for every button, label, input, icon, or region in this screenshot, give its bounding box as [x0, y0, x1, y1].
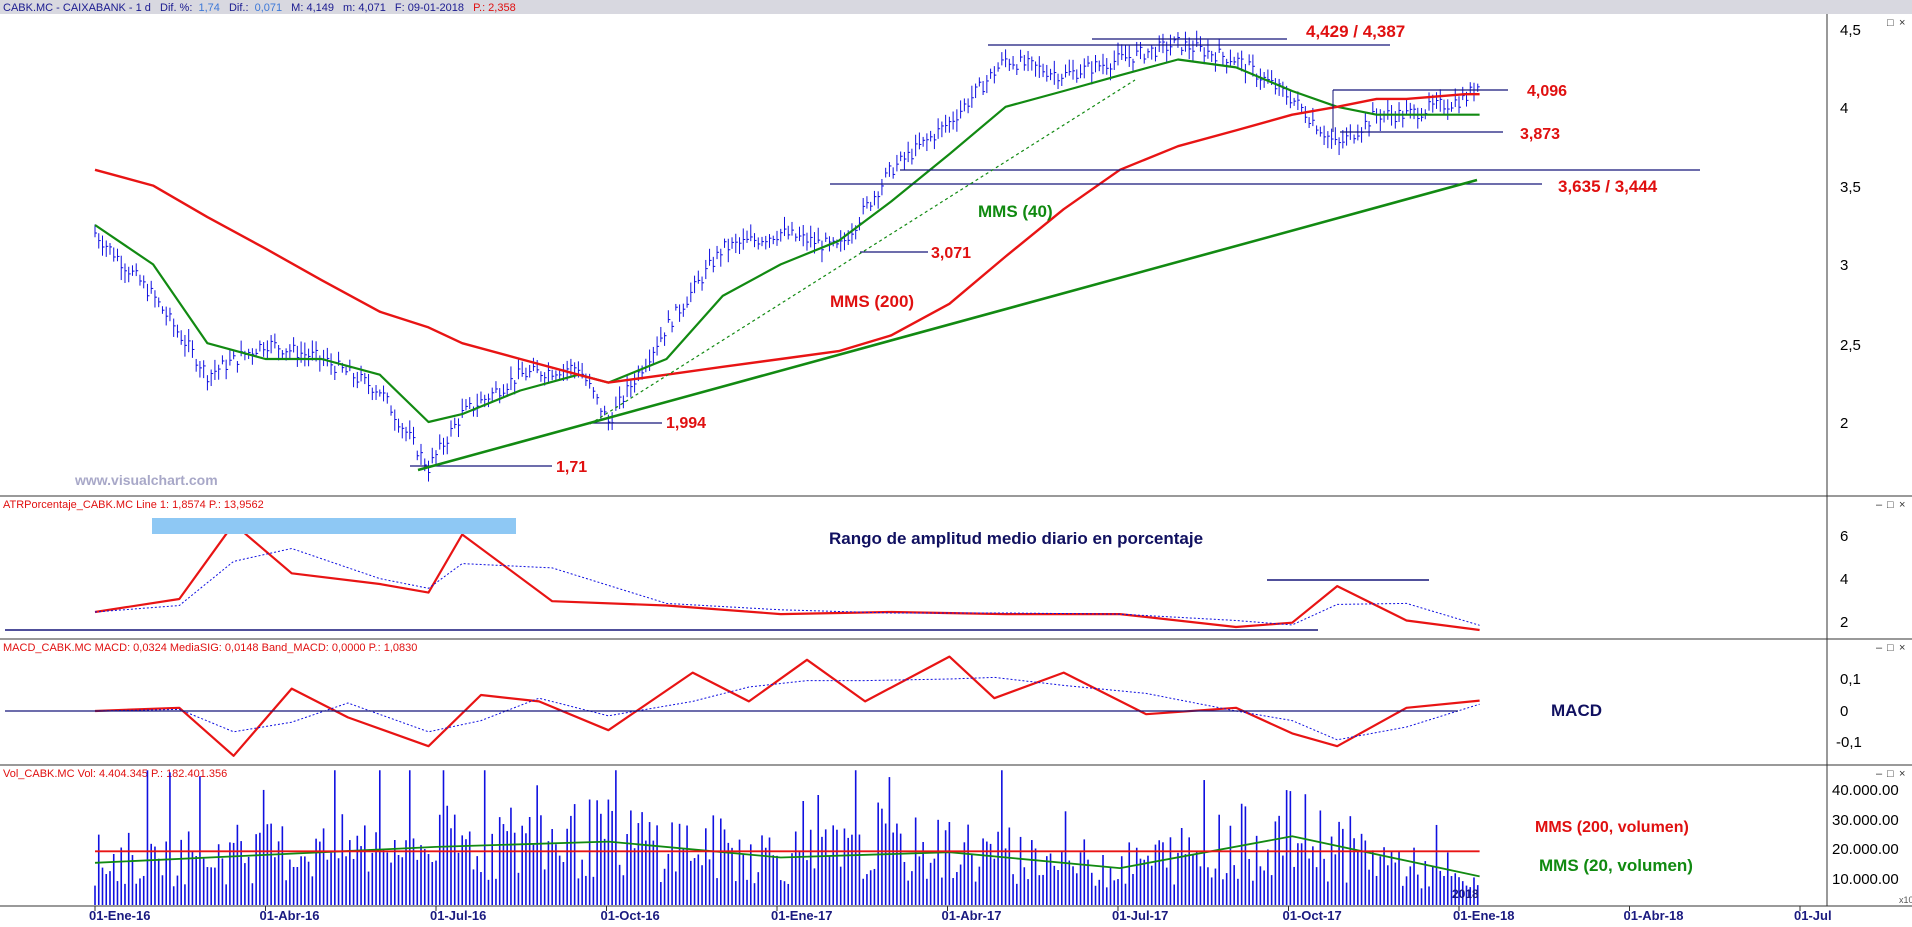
macd-tick-label: -0,1 — [1836, 734, 1862, 751]
header-symbol: CABK.MC - CAIXABANK - 1 d — [3, 2, 151, 14]
price-tick-label: 3,5 — [1840, 179, 1861, 196]
date-tick-label: 01-Oct-16 — [601, 908, 660, 922]
date-tick-label: 01-Ene-16 — [89, 908, 150, 922]
mms40-line — [94, 58, 1480, 424]
annotation-range-bottom: 3,873 — [1520, 126, 1560, 143]
macd-panel-title: MACD_CABK.MC MACD: 0,0324 MediaSIG: 0,01… — [3, 642, 417, 654]
annotation-mms200: MMS (200) — [830, 292, 914, 311]
restore-icon[interactable]: □ — [1887, 642, 1894, 654]
restore-icon[interactable]: □ — [1887, 768, 1894, 780]
price-annotations — [410, 38, 1700, 467]
price-panel-buttons: □ × — [1887, 17, 1905, 29]
header-dif-label: Dif.: — [229, 2, 249, 14]
date-tick-label: 01-Abr-18 — [1624, 908, 1684, 922]
price-tick-label: 3 — [1840, 257, 1848, 274]
close-icon[interactable]: × — [1899, 642, 1905, 654]
date-tick-label: 01-Abr-16 — [260, 908, 320, 922]
restore-icon[interactable]: □ — [1887, 17, 1894, 29]
volume-y-axis: 40.000.00 30.000.00 20.000.00 10.000.00 — [1832, 782, 1899, 888]
date-tick-label: 01-Jul-17 — [1112, 908, 1168, 922]
price-tick-label: 2 — [1840, 415, 1848, 432]
header-max: M: 4,149 — [291, 2, 334, 14]
atr-highlight-zone — [152, 518, 516, 534]
macd-line — [94, 655, 1480, 757]
volume-bars — [94, 770, 1479, 905]
restore-icon[interactable]: □ — [1887, 499, 1894, 511]
date-tick-label: 01-Ene-18 — [1453, 908, 1514, 922]
macd-y-axis: 0,1 0 -0,1 — [1836, 671, 1862, 751]
annotation-171: 1,71 — [556, 459, 587, 476]
price-tick-label: 4,5 — [1840, 22, 1861, 39]
atr-y-axis: 6 4 2 — [1840, 528, 1848, 631]
header-dif-value: 0,071 — [255, 2, 283, 14]
atr-panel-title: ATRPorcentaje_CABK.MC Line 1: 1,8574 P.:… — [3, 499, 264, 511]
volume-panel-buttons: – □ × — [1876, 768, 1905, 780]
header-min: m: 4,071 — [343, 2, 386, 14]
indicator-lines — [94, 58, 1480, 878]
macd-signal-line — [94, 676, 1480, 741]
atr-caption: Rango de amplitud medio diario en porcen… — [829, 529, 1203, 548]
macd-tick-label: 0,1 — [1840, 671, 1861, 688]
annotation-mms40: MMS (40) — [978, 202, 1053, 221]
volume-tick-label: 40.000.00 — [1832, 782, 1899, 799]
close-icon[interactable]: × — [1899, 17, 1905, 29]
long-trendline — [417, 178, 1478, 472]
annotation-range-top: 4,096 — [1527, 83, 1567, 100]
price-tick-label: 2,5 — [1840, 337, 1861, 354]
date-tick-label: 01-Jul-16 — [430, 908, 486, 922]
header-dif-pct-value: 1,74 — [198, 2, 219, 14]
date-tick-label: 01-Abr-17 — [942, 908, 1002, 922]
atr-tick-label: 4 — [1840, 571, 1848, 588]
price-tick-label: 4 — [1840, 100, 1848, 117]
header-bar — [0, 0, 1912, 14]
date-axis-partial-label: 2018 — [1452, 887, 1479, 901]
macd-caption: MACD — [1551, 701, 1602, 720]
price-y-axis: 4,5 4 3,5 3 2,5 2 — [1840, 22, 1861, 432]
atr-line — [94, 522, 1480, 632]
minimize-icon[interactable]: – — [1876, 642, 1883, 654]
volume-panel-title: Vol_CABK.MC Vol: 4.404.345 P.: 182.401.3… — [3, 768, 227, 780]
atr-signal-line — [94, 548, 1480, 626]
atr-tick-label: 6 — [1840, 528, 1848, 545]
header-price: P.: 2,358 — [473, 2, 516, 14]
close-icon[interactable]: × — [1899, 499, 1905, 511]
minimize-icon[interactable]: – — [1876, 768, 1883, 780]
volume-tick-label: 10.000.00 — [1832, 871, 1899, 888]
date-tick-label: 01-Ene-17 — [771, 908, 832, 922]
annotation-top-resistance: 4,429 / 4,387 — [1306, 22, 1405, 41]
atr-tick-label: 2 — [1840, 614, 1848, 631]
close-icon[interactable]: × — [1899, 768, 1905, 780]
annotation-support-zone: 3,635 / 3,444 — [1558, 177, 1658, 196]
date-tick-label: 01-Oct-17 — [1283, 908, 1342, 922]
date-axis-corner-label: x10 — [1899, 895, 1912, 905]
atr-panel-buttons: – □ × — [1876, 499, 1905, 511]
macd-panel-buttons: – □ × — [1876, 642, 1905, 654]
header-dif-pct-label: Dif. %: — [160, 2, 192, 14]
annotation-3071: 3,071 — [931, 245, 971, 262]
volume-tick-label: 30.000.00 — [1832, 812, 1899, 829]
annotation-1994: 1,994 — [666, 415, 706, 432]
volume-caption-mms200: MMS (200, volumen) — [1535, 819, 1689, 836]
minimize-icon[interactable]: – — [1876, 499, 1883, 511]
volume-tick-label: 20.000.00 — [1832, 841, 1899, 858]
volume-mms20-line — [94, 835, 1480, 878]
mms200-line — [94, 92, 1480, 384]
date-tick-label: 01-Jul — [1794, 908, 1832, 922]
macd-tick-label: 0 — [1840, 703, 1848, 720]
header-text: CABK.MC - CAIXABANK - 1 d Dif. %: 1,74 D… — [3, 2, 516, 14]
volume-caption-mms20: MMS (20, volumen) — [1539, 856, 1693, 875]
watermark: www.visualchart.com — [74, 472, 218, 488]
price-bars — [94, 30, 1480, 482]
header-date: F: 09-01-2018 — [395, 2, 464, 14]
date-axis: 01-Ene-16 01-Abr-16 01-Jul-16 01-Oct-16 01-E… — [89, 906, 1832, 923]
